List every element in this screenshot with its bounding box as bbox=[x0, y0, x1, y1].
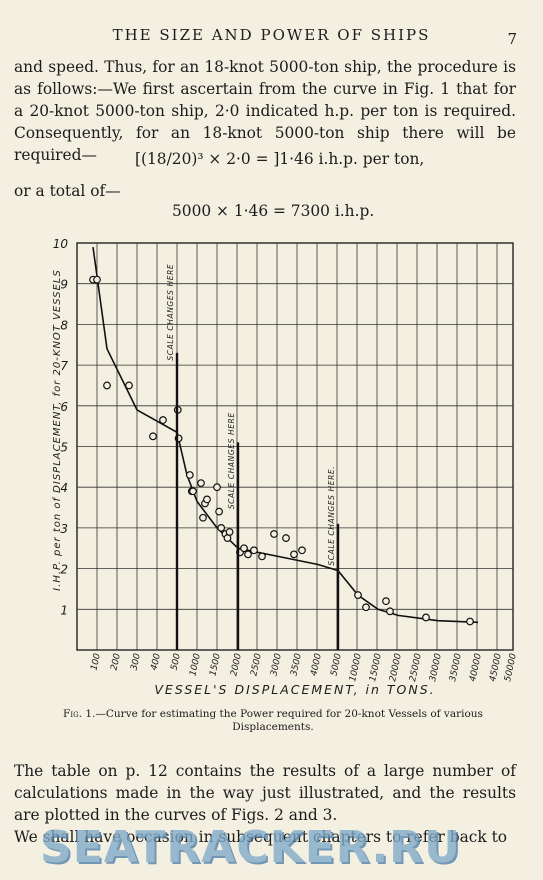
x-tick-label: 3500 bbox=[289, 652, 304, 677]
y-tick-label: 10 bbox=[53, 237, 69, 251]
data-point bbox=[354, 591, 362, 599]
chart-annotations: SCALE CHANGES HERE SCALE CHANGES HERE SCAL… bbox=[166, 264, 336, 566]
paragraph-3: The table on p. 12 contains the results … bbox=[14, 762, 516, 824]
x-tick-label: 25000 bbox=[408, 652, 424, 682]
y-tick-label: 2 bbox=[60, 563, 68, 577]
figure-1-chart: 1 2 3 4 5 6 7 8 9 10 100 200 300 400 500 1000 1500 2000 2… bbox=[52, 237, 519, 697]
y-tick-label: 5 bbox=[60, 441, 68, 455]
x-tick-label: 1000 bbox=[188, 652, 203, 677]
x-tick-label: 45000 bbox=[488, 652, 504, 682]
data-point bbox=[213, 483, 221, 492]
watermark: SEATRACKER.RU bbox=[40, 822, 461, 873]
y-tick-label: 7 bbox=[60, 359, 68, 373]
scale-change-annotation: SCALE CHANGES HERE. bbox=[327, 466, 336, 566]
x-tick-label: 35000 bbox=[448, 652, 464, 682]
data-point bbox=[225, 528, 234, 536]
x-tick-label: 40000 bbox=[468, 652, 484, 682]
y-axis-label: I.H.P. per ton of DISPLACEMENT, for 20-K… bbox=[52, 269, 63, 591]
figure-caption-text: —Curve for estimating the Power required… bbox=[95, 708, 483, 733]
scale-change-annotation: SCALE CHANGES HERE bbox=[166, 264, 175, 361]
data-point bbox=[290, 550, 298, 559]
data-point bbox=[215, 507, 224, 516]
data-point bbox=[149, 432, 157, 441]
paragraph-1: and speed. Thus, for an 18-knot 5000-ton… bbox=[14, 58, 516, 164]
x-tick-label: 500 bbox=[170, 652, 183, 671]
data-point bbox=[250, 546, 258, 555]
data-point bbox=[93, 275, 101, 284]
data-point bbox=[386, 607, 394, 616]
y-tick-labels: 1 2 3 4 5 6 7 8 9 10 bbox=[53, 237, 69, 617]
data-point bbox=[244, 550, 252, 559]
x-tick-label: 200 bbox=[110, 652, 123, 671]
equation-1: [(18/20)³ × 2·0 = ]1·46 i.h.p. per ton, bbox=[135, 150, 425, 168]
running-title: THE SIZE AND POWER OF SHIPS bbox=[112, 26, 431, 44]
x-tick-label: 5000 bbox=[329, 652, 344, 677]
data-point bbox=[466, 617, 474, 626]
data-point bbox=[270, 530, 278, 538]
y-tick-label: 3 bbox=[60, 522, 68, 536]
data-point bbox=[199, 513, 207, 522]
y-tick-label: 4 bbox=[60, 481, 68, 495]
x-tick-label: 4000 bbox=[309, 652, 324, 677]
paragraph-4: We shall have occasion in subsequent cha… bbox=[14, 828, 508, 846]
figure-caption-label: Fig. 1. bbox=[63, 708, 96, 720]
x-tick-label: 400 bbox=[150, 652, 163, 671]
x-tick-label: 15000 bbox=[368, 652, 384, 682]
data-point bbox=[217, 524, 226, 532]
figure-caption: Fig. 1.—Curve for estimating the Power r… bbox=[30, 708, 516, 734]
x-tick-label: 2500 bbox=[249, 652, 264, 677]
x-axis-label: VESSEL'S DISPLACEMENT, in TONS. bbox=[154, 682, 435, 697]
data-point bbox=[382, 597, 390, 606]
data-point bbox=[258, 552, 266, 561]
data-point bbox=[103, 381, 111, 390]
x-tick-label: 300 bbox=[130, 652, 143, 671]
x-tick-label: 3000 bbox=[269, 652, 284, 677]
scale-change-annotation: SCALE CHANGES HERE bbox=[227, 412, 236, 509]
x-tick-label: 10000 bbox=[348, 652, 364, 682]
data-point bbox=[185, 471, 194, 479]
data-point bbox=[189, 487, 197, 496]
y-tick-label: 9 bbox=[60, 278, 68, 292]
data-point bbox=[240, 544, 248, 553]
x-tick-label: 30000 bbox=[428, 652, 444, 682]
data-point bbox=[197, 479, 205, 488]
y-tick-label: 8 bbox=[60, 318, 68, 332]
data-point bbox=[298, 546, 306, 555]
x-tick-label: 50000 bbox=[503, 652, 519, 682]
data-point bbox=[422, 613, 430, 622]
y-tick-label: 6 bbox=[60, 400, 68, 414]
y-tick-label: 1 bbox=[60, 603, 68, 617]
x-tick-label: 100 bbox=[90, 652, 103, 671]
page-number: 7 bbox=[507, 30, 517, 48]
equation-2: 5000 × 1·46 = 7300 i.h.p. bbox=[172, 202, 375, 220]
x-tick-label: 2000 bbox=[229, 652, 244, 677]
scale-change-lines bbox=[175, 352, 340, 650]
paragraph-2: or a total of— bbox=[14, 182, 121, 200]
x-tick-label: 20000 bbox=[388, 652, 404, 682]
data-point bbox=[125, 381, 133, 390]
data-point bbox=[203, 495, 211, 504]
x-tick-labels: 100 200 300 400 500 1000 1500 2000 2500 3000 3500 4… bbox=[90, 652, 519, 682]
data-point bbox=[282, 534, 290, 542]
chart-grid bbox=[76, 242, 514, 651]
data-point bbox=[159, 416, 167, 424]
x-tick-label: 1500 bbox=[208, 652, 223, 677]
data-point bbox=[362, 603, 370, 612]
chart-points-layer bbox=[89, 275, 474, 626]
